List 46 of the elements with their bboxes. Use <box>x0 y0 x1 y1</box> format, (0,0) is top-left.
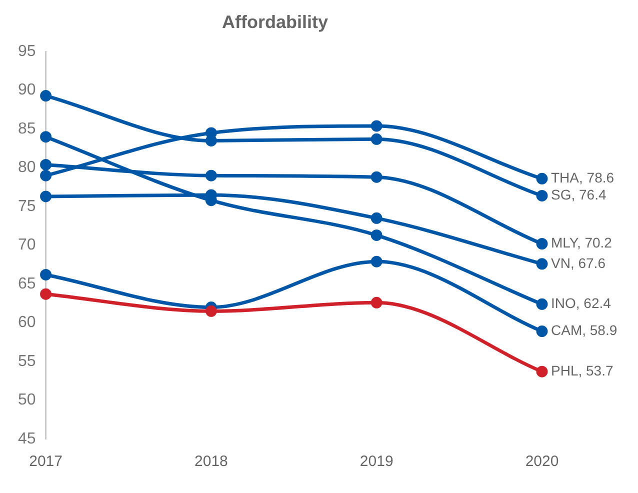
y-tick-label: 45 <box>18 430 36 448</box>
point <box>370 212 382 224</box>
y-tick-label: 70 <box>18 236 36 254</box>
series-label: VN, 67.6 <box>551 254 606 271</box>
x-tick-label: 2019 <box>360 453 394 470</box>
y-tick-label: 65 <box>18 275 36 292</box>
point <box>40 90 52 102</box>
y-tick-label: 80 <box>18 159 36 176</box>
point <box>536 298 548 310</box>
point <box>40 158 52 170</box>
series-label: INO, 62.4 <box>551 295 612 312</box>
y-tick-label: 90 <box>18 82 36 99</box>
y-tick-label: 95 <box>18 43 36 60</box>
x-tick-label: 2020 <box>525 453 559 470</box>
y-tick-label: 55 <box>18 352 36 370</box>
point <box>536 366 548 378</box>
point <box>370 229 382 241</box>
point <box>370 256 382 268</box>
series-label: THA, 78.6 <box>551 170 614 186</box>
point <box>40 131 52 143</box>
y-tick-label: 75 <box>18 198 36 215</box>
series-label: PHL, 53.7 <box>551 362 614 378</box>
point <box>370 133 382 145</box>
point <box>205 170 217 182</box>
point <box>205 305 217 317</box>
series-label: CAM, 58.9 <box>551 322 618 338</box>
series-label: SG, 76.4 <box>551 186 606 203</box>
point <box>370 120 382 132</box>
point <box>40 190 52 202</box>
point <box>536 258 548 270</box>
y-tick-label: 60 <box>18 314 36 332</box>
x-tick-label: 2018 <box>194 453 228 470</box>
y-tick-label: 50 <box>18 392 36 409</box>
point <box>370 296 382 308</box>
series-label: MLY, 70.2 <box>551 234 612 251</box>
x-tick-label: 2017 <box>29 453 62 470</box>
point <box>40 288 52 300</box>
point <box>536 190 548 202</box>
point <box>536 238 548 250</box>
point <box>370 171 382 183</box>
chart-title: Affordability <box>222 12 328 32</box>
y-tick-label: 85 <box>18 120 36 138</box>
point <box>536 326 548 338</box>
point <box>536 172 548 184</box>
point <box>40 170 52 182</box>
point <box>40 268 52 280</box>
